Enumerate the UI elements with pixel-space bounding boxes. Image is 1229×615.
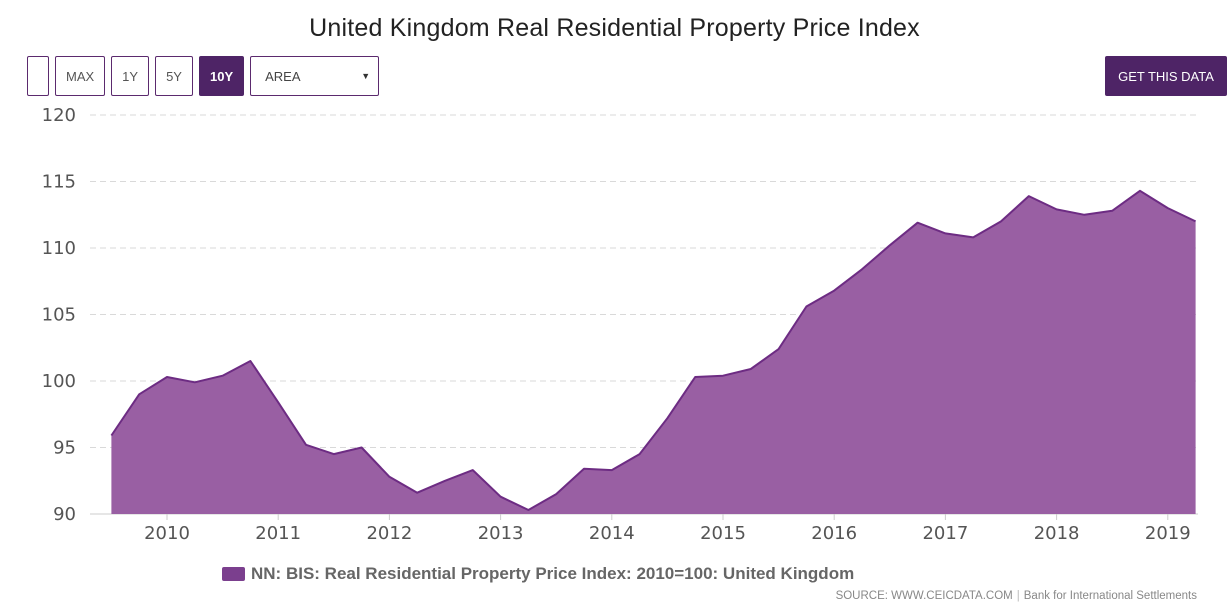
- y-tick-label: 120: [42, 105, 76, 126]
- 1y-range-button[interactable]: 1Y: [111, 56, 150, 96]
- x-axis: 2010 2011 2012 2013 2014 2015 2016 2017 2018 2019: [144, 514, 1191, 544]
- data-point: [221, 374, 225, 378]
- data-point: [888, 243, 892, 247]
- data-point: [1166, 206, 1170, 210]
- data-point: [693, 375, 697, 379]
- data-point: [638, 452, 642, 456]
- data-point: [582, 467, 586, 471]
- y-tick-label: 115: [42, 172, 76, 193]
- source-separator: |: [1016, 590, 1020, 602]
- x-tick-label: 2018: [1034, 523, 1080, 544]
- data-point: [916, 221, 920, 225]
- source-prefix: SOURCE: WWW.CEICDATA.COM: [835, 590, 1013, 602]
- data-point: [1138, 189, 1142, 193]
- data-point: [304, 443, 308, 447]
- data-point: [1055, 207, 1059, 211]
- y-axis: 90 95 100 105 110 115 120: [42, 105, 76, 525]
- chart-type-select[interactable]: AREA ▼: [250, 56, 380, 96]
- data-point: [999, 219, 1003, 223]
- data-point: [332, 452, 336, 456]
- legend-label: NN: BIS: Real Residential Property Price…: [251, 564, 855, 583]
- x-tick-label: 2011: [255, 523, 301, 544]
- data-point: [777, 347, 781, 351]
- x-tick-label: 2019: [1145, 523, 1191, 544]
- 10y-range-button[interactable]: 10Y: [198, 56, 245, 96]
- x-tick-label: 2015: [700, 523, 746, 544]
- series-line: [110, 189, 1197, 511]
- chart-plot: 90 95 100 105 110 115 120 2010 2011 2012 2013 2014…: [42, 105, 1198, 544]
- blank-range-button[interactable]: [27, 56, 49, 96]
- legend[interactable]: NN: BIS: Real Residential Property Price…: [222, 564, 854, 584]
- dropdown-caret-icon: ▼: [361, 71, 371, 81]
- x-tick-label: 2013: [478, 523, 524, 544]
- x-tick-label: 2014: [589, 523, 635, 544]
- range-toolbar: MAX 1Y 5Y 10Y AREA ▼: [27, 56, 380, 96]
- y-tick-label: 95: [53, 438, 76, 459]
- x-tick-label: 2010: [144, 523, 190, 544]
- data-point: [943, 231, 947, 235]
- data-point: [360, 446, 364, 450]
- data-point: [443, 479, 447, 483]
- y-tick-label: 105: [42, 305, 76, 326]
- chart-type-value: AREA: [265, 68, 301, 84]
- 5y-range-button[interactable]: 5Y: [155, 56, 193, 96]
- data-point: [804, 305, 808, 309]
- source-note: SOURCE: WWW.CEICDATA.COM | Bank for Intern…: [836, 590, 1197, 602]
- series-area: [111, 190, 1196, 515]
- data-point: [665, 416, 669, 420]
- data-point: [971, 235, 975, 239]
- max-range-button[interactable]: MAX: [55, 56, 106, 96]
- y-tick-label: 90: [53, 504, 76, 525]
- data-point: [415, 491, 419, 495]
- data-point: [137, 392, 141, 396]
- data-point: [276, 400, 280, 404]
- data-point: [248, 359, 252, 363]
- data-point: [1082, 213, 1086, 217]
- y-tick-label: 100: [42, 371, 76, 392]
- x-tick-label: 2016: [811, 523, 857, 544]
- data-point: [554, 492, 558, 496]
- data-point: [832, 289, 836, 293]
- data-point: [610, 468, 614, 472]
- data-point: [109, 434, 113, 438]
- data-point: [526, 508, 530, 512]
- get-this-data-button[interactable]: GET THIS DATA: [1105, 56, 1227, 96]
- y-tick-label: 110: [42, 238, 76, 259]
- data-point: [387, 475, 391, 479]
- data-point: [1110, 209, 1114, 213]
- x-tick-label: 2012: [366, 523, 412, 544]
- chart-title: United Kingdom Real Residential Property…: [309, 14, 920, 42]
- data-point: [1027, 194, 1031, 198]
- data-point: [471, 468, 475, 472]
- data-point: [749, 367, 753, 371]
- data-point: [860, 267, 864, 271]
- x-tick-label: 2017: [922, 523, 968, 544]
- data-point: [193, 380, 197, 384]
- area-layer: [109, 189, 1198, 515]
- data-point: [1194, 219, 1198, 223]
- data-point: [165, 375, 169, 379]
- legend-swatch: [222, 567, 245, 581]
- source-provider: Bank for International Settlements: [1023, 590, 1197, 602]
- data-point: [499, 495, 503, 499]
- data-point: [721, 374, 725, 378]
